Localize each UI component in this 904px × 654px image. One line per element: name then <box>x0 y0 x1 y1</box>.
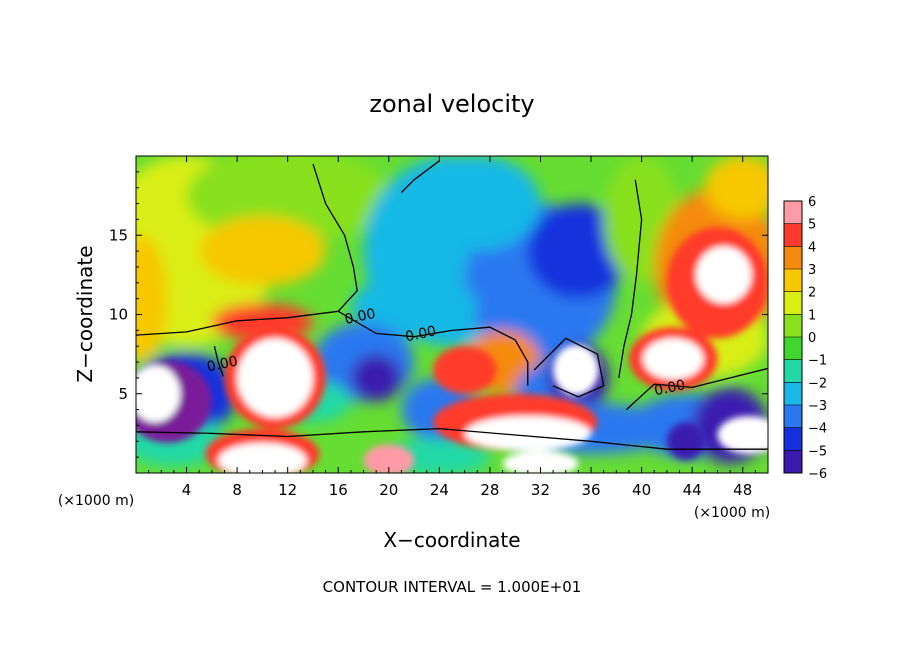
colorbar-label: 3 <box>808 263 816 278</box>
contour-interval-note: CONTOUR INTERVAL = 1.000E+01 <box>323 578 582 596</box>
colorbar: 6 5 4 3 2 1 0 −1 −2 −3 −4 −5 −6 <box>783 195 827 482</box>
y-tick-label: 10 <box>109 306 128 324</box>
x-tick-label: 32 <box>531 481 550 499</box>
colorbar-swatch <box>784 269 802 293</box>
colorbar-swatch <box>784 201 802 225</box>
colorbar-swatch <box>784 450 802 474</box>
colorbar-swatch <box>784 337 802 361</box>
contour-label: 0.00 <box>653 377 687 399</box>
x-tick-label: 44 <box>683 481 702 499</box>
colorbar-label: −5 <box>808 444 827 459</box>
x-tick-label: 4 <box>182 481 192 499</box>
x-tick-label: 48 <box>733 481 752 499</box>
x-tick-label: 40 <box>632 481 651 499</box>
colorbar-label: 2 <box>808 286 816 301</box>
colorbar-label: −4 <box>808 422 827 437</box>
colorbar-swatch <box>784 246 802 270</box>
colorbar-label: −6 <box>808 467 827 482</box>
contour-label: 0.00 <box>205 353 239 375</box>
x-axis: 4 8 12 16 20 24 28 32 36 40 44 48 <box>148 156 756 499</box>
colorbar-swatch <box>784 314 802 338</box>
x-tick-label: 12 <box>278 481 297 499</box>
x-tick-label: 20 <box>379 481 398 499</box>
colorbar-swatch <box>784 291 802 315</box>
contour-label: 0.00 <box>404 323 438 345</box>
x-tick-label: 16 <box>329 481 348 499</box>
colorbar-label: 5 <box>808 218 816 233</box>
colorbar-label: 6 <box>808 195 816 210</box>
x-tick-label: 24 <box>430 481 449 499</box>
y-tick-label: 5 <box>118 385 128 403</box>
x-unit-label-right: (×1000 m) <box>694 505 770 521</box>
x-tick-label: 8 <box>232 481 242 499</box>
colorbar-label: −2 <box>808 376 827 391</box>
colorbar-swatch <box>784 405 802 429</box>
chart-title: zonal velocity <box>369 90 534 118</box>
x-tick-label: 28 <box>480 481 499 499</box>
colorbar-swatch <box>784 223 802 247</box>
colorbar-swatch <box>784 427 802 451</box>
y-axis-label: Z−coordinate <box>73 245 97 382</box>
colorbar-swatch <box>784 382 802 406</box>
heatmap-field <box>136 156 768 473</box>
colorbar-label: 4 <box>808 240 816 255</box>
y-axis: 5 10 15 <box>109 171 768 458</box>
contour-labels: 0.00 0.00 0.00 0.00 <box>205 306 686 399</box>
colorbar-label: −3 <box>808 399 827 414</box>
colorbar-label: 1 <box>808 308 816 323</box>
x-tick-label: 36 <box>581 481 600 499</box>
x-unit-label-left: (×1000 m) <box>58 493 134 509</box>
x-axis-label: X−coordinate <box>383 528 520 552</box>
colorbar-label: 0 <box>808 331 816 346</box>
colorbar-label: −1 <box>808 354 827 369</box>
y-tick-label: 15 <box>109 226 128 244</box>
colorbar-swatch <box>784 359 802 383</box>
zero-contours <box>136 160 768 450</box>
contour-label: 0.00 <box>343 306 377 328</box>
